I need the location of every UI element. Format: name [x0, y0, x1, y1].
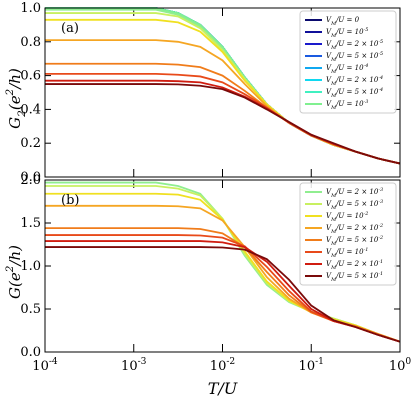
- y-tick-label: 1.0: [20, 259, 41, 274]
- legend-label: VM/U = 2 × 10-2: [326, 223, 383, 235]
- y-tick-label: 0.6: [20, 68, 41, 83]
- legend-label: VM/U = 2 × 10-4: [326, 75, 383, 87]
- x-tick-label: 100: [389, 357, 412, 374]
- x-tick-label: 10-3: [121, 357, 147, 374]
- y-tick-label: 0.8: [20, 34, 41, 49]
- y-tick-label: 0.5: [20, 302, 41, 317]
- legend-label: VM/U = 10-2: [326, 211, 368, 223]
- plot-frame: [44, 179, 401, 353]
- line: [45, 246, 401, 343]
- y-tick-label: 0.4: [20, 102, 41, 117]
- x-axis-label: T/U: [208, 379, 238, 398]
- line: [45, 83, 401, 165]
- legend-label: VM/U = 10-5: [326, 27, 368, 39]
- x-tick-label: 10-2: [210, 357, 235, 374]
- legend-label: VM/U = 5 × 10-4: [326, 87, 383, 99]
- legend-label: VM/U = 2 × 10-1: [326, 259, 383, 271]
- y-tick-label: 1.5: [20, 216, 41, 231]
- legend-label: VM/U = 10-4: [326, 63, 368, 75]
- legend-label: VM/U = 2 × 10-3: [326, 187, 383, 199]
- y-tick-label: 0.0: [20, 170, 41, 185]
- legend-label: VM/U = 2 × 10-5: [326, 39, 383, 51]
- y-tick-label: 0.0: [20, 345, 41, 360]
- legend-box: [299, 10, 397, 114]
- y-tick-label: 0.2: [20, 136, 41, 151]
- y-tick-label: 2.0: [20, 173, 41, 188]
- legend-label: VM/U = 0: [326, 16, 360, 27]
- legend-label: VM/U = 5 × 10-3: [326, 199, 383, 211]
- y-axis-label: G(e2/h): [4, 245, 24, 299]
- y-axis-label: G2(e2/h): [4, 68, 28, 129]
- plot-frame: [44, 7, 401, 178]
- x-tick-label: 10-1: [299, 357, 324, 374]
- legend-label: VM/U = 5 × 10-2: [326, 235, 383, 247]
- x-tick-label: 10-4: [32, 357, 58, 374]
- legend-label: VM/U = 10-3: [326, 99, 368, 111]
- panel-label: (b): [61, 193, 79, 208]
- y-tick-label: 1.0: [20, 1, 41, 16]
- legend-label: VM/U = 5 × 10-1: [326, 271, 383, 283]
- legend-label: VM/U = 5 × 10-5: [326, 51, 383, 63]
- panel-label: (a): [61, 21, 79, 36]
- legend-label: VM/U = 10-1: [326, 247, 368, 259]
- legend-box: [299, 182, 397, 286]
